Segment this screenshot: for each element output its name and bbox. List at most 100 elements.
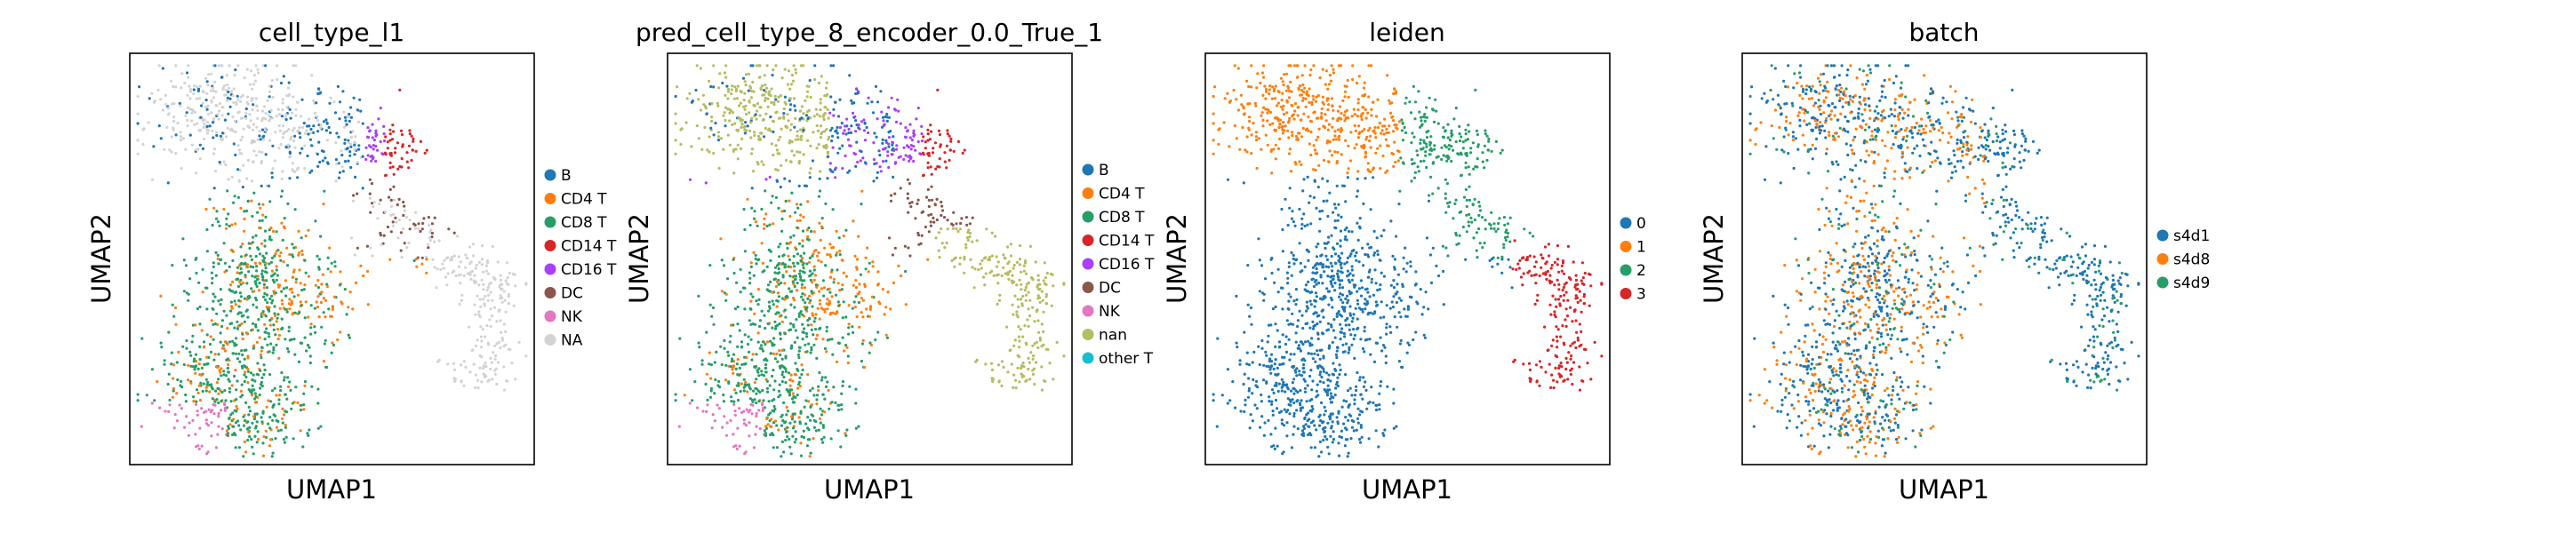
scatter-point [1287,261,1291,265]
scatter-point [332,343,335,346]
scatter-point [1012,373,1016,377]
scatter-point [952,211,956,214]
scatter-point [1339,244,1342,248]
scatter-point [1340,330,1343,334]
scatter-point [754,365,757,370]
scatter-point [1324,113,1327,116]
scatter-point [862,118,866,122]
scatter-point [820,413,824,417]
scatter-point [238,360,242,363]
scatter-point [699,67,702,70]
scatter-point [854,387,858,391]
scatter-point [819,407,822,410]
scatter-point [1027,356,1030,360]
scatter-point [172,314,176,318]
scatter-point [484,362,487,365]
scatter-point [771,74,774,77]
scatter-point [1260,147,1263,151]
scatter-point [900,274,903,278]
scatter-point [1421,115,1425,119]
scatter-point [231,259,235,262]
scatter-point [229,289,233,293]
scatter-point [713,392,716,395]
scatter-point [239,428,243,432]
scatter-point [247,242,251,245]
scatter-point [881,138,884,141]
scatter-point [245,68,249,71]
scatter-point [785,242,788,245]
scatter-point [708,135,711,139]
scatter-point [194,323,197,327]
scatter-point [1212,94,1215,99]
scatter-point [480,244,484,248]
scatter-point [1000,384,1004,387]
scatter-point [759,87,763,91]
scatter-point [256,246,260,250]
scatter-point [491,244,495,248]
scatter-point [173,413,177,417]
scatter-point [277,113,281,116]
scatter-point [215,312,219,315]
scatter-point [1330,97,1333,100]
scatter-point [756,331,760,335]
scatter-point [294,277,298,281]
scatter-point [1332,203,1337,206]
scatter-point [271,167,275,171]
scatter-point [766,283,771,287]
scatter-point [294,114,298,117]
scatter-point [758,114,762,117]
scatter-point [480,263,484,266]
scatter-point [831,170,835,173]
scatter-point [1356,298,1359,302]
scatter-point [818,298,821,302]
scatter-point [1419,141,1422,145]
scatter-point [237,298,241,302]
scatter-point [460,380,463,384]
scatter-point [1364,298,1367,301]
scatter-point [339,330,342,334]
scatter-point [217,387,220,391]
scatter-point [793,104,796,107]
scatter-point [276,77,279,82]
scatter-point [812,343,816,346]
scatter-point [779,94,782,98]
scatter-point [1289,80,1292,84]
scatter-point [818,221,821,225]
scatter-point [305,349,308,353]
scatter-point [321,273,324,276]
scatter-point [177,350,180,354]
scatter-points [674,64,1066,458]
scatter-point [227,112,230,115]
scatter-point [814,419,818,424]
scatter-point [231,339,235,343]
scatter-point [1423,119,1427,123]
scatter-point [404,216,409,219]
scatter-point [288,298,292,301]
scatter-point [916,202,919,205]
scatter-point [490,361,493,364]
scatter-point [496,361,500,364]
scatter-point [1331,284,1334,289]
scatter-point [779,353,782,357]
scatter-point [191,418,195,422]
scatter-point [1284,89,1288,92]
scatter-point [1290,274,1293,277]
scatter-point [877,300,881,304]
scatter-point [909,144,913,147]
scatter-point [202,410,206,414]
scatter-point [479,335,484,338]
scatter-point [784,370,788,373]
scatter-point [1474,88,1477,91]
scatter-point [384,174,388,178]
scatter-point [1271,85,1275,89]
scatter-point [1250,64,1253,68]
scatter-point [710,314,714,318]
scatter-point [802,153,805,156]
scatter-point [997,380,1001,384]
scatter-point [218,224,221,227]
scatter-point [217,117,220,121]
scatter-point [1425,165,1428,170]
scatter-point [805,90,810,93]
scatter-point [1332,329,1335,332]
scatter-point [1450,159,1453,163]
